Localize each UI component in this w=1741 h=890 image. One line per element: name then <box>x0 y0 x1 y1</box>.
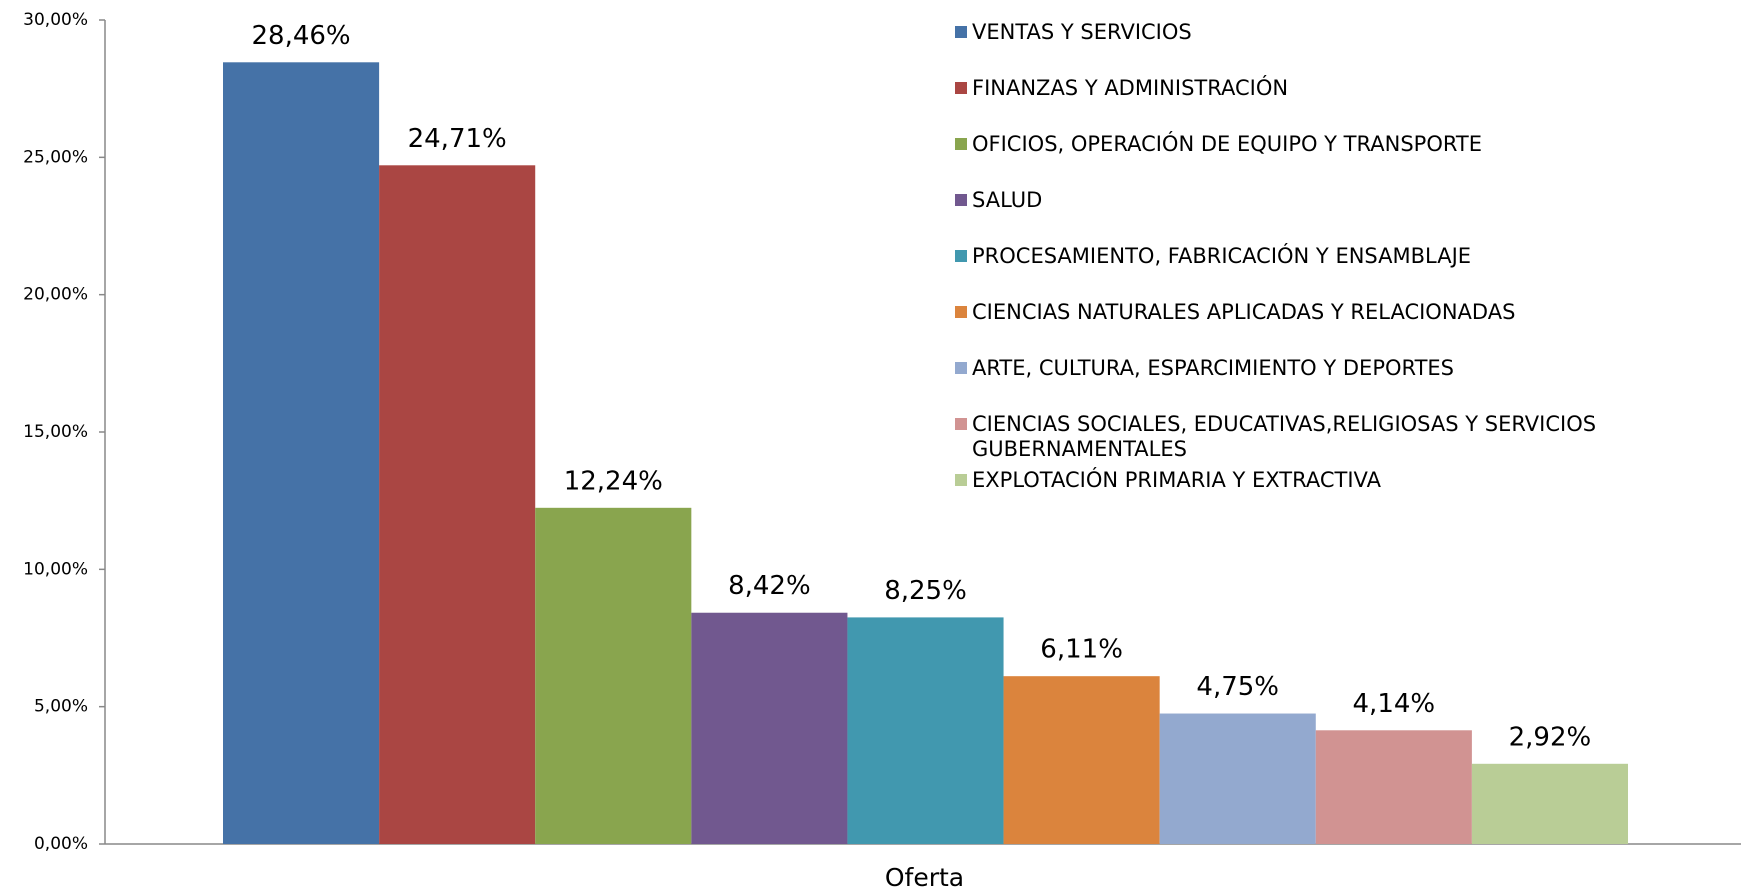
legend-label: OFICIOS, OPERACIÓN DE EQUIPO Y TRANSPORT… <box>972 132 1483 156</box>
legend-label: PROCESAMIENTO, FABRICACIÓN Y ENSAMBLAJE <box>972 244 1472 268</box>
y-tick-label: 30,00% <box>23 10 88 30</box>
y-tick-label: 25,00% <box>23 147 88 167</box>
legend-entry: CIENCIAS SOCIALES, EDUCATIVAS,RELIGIOSAS… <box>955 412 1655 462</box>
legend-entry: ARTE, CULTURA, ESPARCIMIENTO Y DEPORTES <box>955 356 1454 381</box>
legend-swatch <box>955 82 967 94</box>
legend-swatch <box>955 26 967 38</box>
bar <box>1315 730 1472 844</box>
value-label: 8,42% <box>728 571 811 601</box>
value-label: 4,14% <box>1353 689 1436 719</box>
bar <box>691 612 848 844</box>
legend-label: EXPLOTACIÓN PRIMARIA Y EXTRACTIVA <box>972 468 1381 492</box>
legend-entry: PROCESAMIENTO, FABRICACIÓN Y ENSAMBLAJE <box>955 244 1471 269</box>
legend-swatch <box>955 194 967 206</box>
bar <box>223 62 380 845</box>
value-label: 28,46% <box>251 21 350 51</box>
legend-swatch <box>955 474 967 486</box>
legend-label: SALUD <box>972 188 1043 212</box>
bar <box>535 507 692 844</box>
legend-swatch <box>955 362 967 374</box>
bar <box>1471 763 1628 844</box>
legend-entry: CIENCIAS NATURALES APLICADAS Y RELACIONA… <box>955 300 1515 325</box>
legend-label: CIENCIAS SOCIALES, EDUCATIVAS,RELIGIOSAS… <box>972 412 1597 461</box>
legend-entry: VENTAS Y SERVICIOS <box>955 20 1192 45</box>
legend-entry: SALUD <box>955 188 1042 213</box>
value-label: 8,25% <box>884 576 967 606</box>
legend-label: VENTAS Y SERVICIOS <box>972 20 1192 44</box>
value-label: 6,11% <box>1040 635 1123 665</box>
y-tick-label: 15,00% <box>23 422 88 442</box>
legend-label: CIENCIAS NATURALES APLICADAS Y RELACIONA… <box>972 300 1516 324</box>
value-label: 4,75% <box>1196 672 1279 702</box>
y-tick-label: 5,00% <box>34 697 88 717</box>
bar <box>1159 713 1316 844</box>
legend-label: FINANZAS Y ADMINISTRACIÓN <box>972 76 1289 100</box>
bar <box>379 165 536 845</box>
legend-label: ARTE, CULTURA, ESPARCIMIENTO Y DEPORTES <box>972 356 1455 380</box>
legend-swatch <box>955 250 967 262</box>
value-label: 24,71% <box>408 124 507 154</box>
value-label: 12,24% <box>564 466 663 496</box>
bar <box>847 617 1004 844</box>
legend-entry: EXPLOTACIÓN PRIMARIA Y EXTRACTIVA <box>955 468 1381 493</box>
x-tick-label: Oferta <box>885 863 964 890</box>
legend-swatch <box>955 138 967 150</box>
legend-entry: FINANZAS Y ADMINISTRACIÓN <box>955 76 1288 101</box>
y-tick-label: 0,00% <box>34 834 88 854</box>
y-tick-label: 20,00% <box>23 285 88 305</box>
legend-swatch <box>955 418 967 430</box>
value-label: 2,92% <box>1509 722 1592 752</box>
legend-swatch <box>955 306 967 318</box>
y-tick-label: 10,00% <box>23 559 88 579</box>
legend-entry: OFICIOS, OPERACIÓN DE EQUIPO Y TRANSPORT… <box>955 132 1482 157</box>
bar <box>1003 676 1160 844</box>
